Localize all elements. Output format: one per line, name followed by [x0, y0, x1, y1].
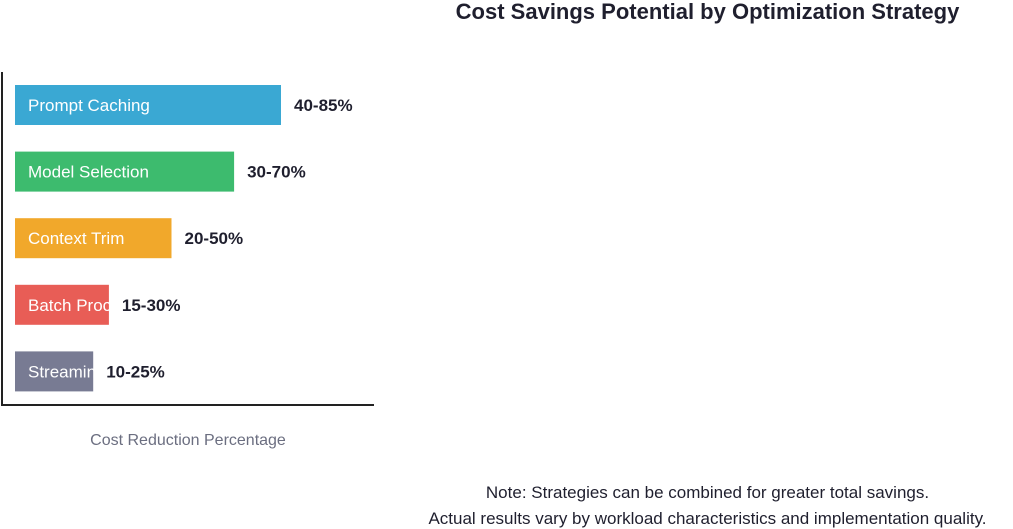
bar-prompt-caching [15, 85, 281, 125]
footnote-line-2: Actual results vary by workload characte… [428, 509, 987, 528]
value-label-batch-process: 15-30% [122, 296, 181, 315]
bar-label-context-trim: Context Trim [28, 229, 124, 248]
chart-title: Cost Savings Potential by Optimization S… [455, 0, 960, 24]
bar-label-model-selection: Model Selection [28, 163, 149, 182]
bar-label-prompt-caching: Prompt Caching [28, 96, 150, 115]
value-label-prompt-caching: 40-85% [294, 96, 353, 115]
value-label-context-trim: 20-50% [185, 229, 244, 248]
footnote-line-1: Note: Strategies can be combined for gre… [485, 483, 930, 502]
value-label-model-selection: 30-70% [247, 163, 306, 182]
bar-label-batch-process: Batch Process [28, 296, 138, 315]
bar-batch-process [15, 284, 109, 325]
bar-streaming [15, 351, 94, 392]
bars-layer: Prompt Caching 40-85% Model Selection 30-70… [15, 85, 353, 392]
bar-context-trim [15, 218, 172, 259]
value-label-streaming: 10-25% [106, 362, 165, 381]
x-axis-label: Cost Reduction Percentage [90, 432, 286, 449]
bar-model-selection [15, 151, 235, 192]
bar-label-streaming: Streaming [28, 362, 105, 381]
